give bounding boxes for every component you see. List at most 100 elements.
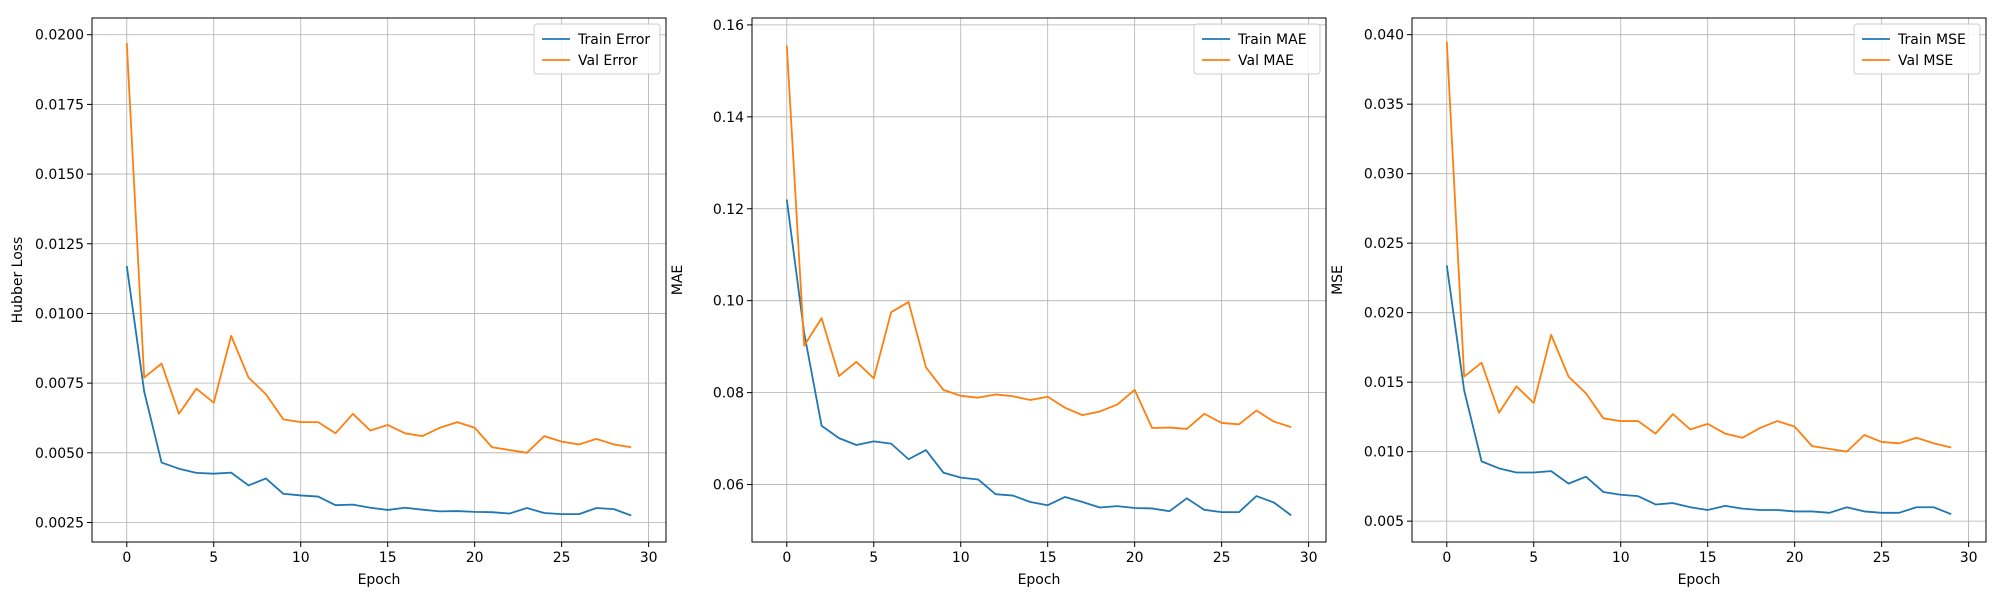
data-point [1290, 426, 1292, 428]
data-point [1602, 417, 1604, 419]
data-point [960, 395, 962, 397]
x-axis-label: Epoch [358, 572, 401, 588]
data-point [925, 449, 927, 451]
data-point [1724, 505, 1726, 507]
data-point [1620, 420, 1622, 422]
data-point [1846, 506, 1848, 508]
x-tick-label: 0 [122, 550, 131, 566]
y-tick-label: 0.12 [713, 202, 744, 218]
legend-label-train: Train MAE [1237, 32, 1307, 48]
legend-box [1853, 23, 1981, 75]
data-point [1898, 442, 1900, 444]
data-point [230, 471, 232, 473]
data-point [1585, 392, 1587, 394]
data-point [247, 376, 249, 378]
data-point [1533, 402, 1535, 404]
y-tick-label: 0.040 [1364, 28, 1404, 44]
x-tick-label: 10 [292, 550, 310, 566]
y-tick-label: 0.030 [1364, 167, 1404, 183]
data-point [1915, 506, 1917, 508]
data-point [1741, 437, 1743, 439]
data-point [265, 393, 267, 395]
data-point [1498, 412, 1500, 414]
y-tick-label: 0.14 [713, 110, 744, 126]
data-point [1064, 407, 1066, 409]
data-point [1759, 509, 1761, 511]
data-point [1029, 399, 1031, 401]
x-axis-label: Epoch [1018, 572, 1061, 588]
x-tick-label: 30 [640, 550, 658, 566]
y-tick-label: 0.025 [1364, 236, 1404, 252]
data-point [473, 511, 475, 513]
data-point [1220, 511, 1222, 513]
data-point [925, 366, 927, 368]
plot-frame [751, 17, 1327, 543]
y-tick-label: 0.06 [713, 478, 744, 494]
data-point [1203, 413, 1205, 415]
data-point [613, 508, 615, 510]
data-point [1793, 425, 1795, 427]
data-point [1602, 491, 1604, 493]
data-point [1672, 413, 1674, 415]
y-axis-label: MAE [670, 265, 686, 296]
data-point [1724, 432, 1726, 434]
data-point [1480, 460, 1482, 462]
series-line-train [125, 265, 632, 517]
data-point [1116, 403, 1118, 405]
data-point [1012, 395, 1014, 397]
data-point [994, 493, 996, 495]
data-point [456, 421, 458, 423]
data-point [1672, 502, 1674, 504]
data-point [1811, 445, 1813, 447]
y-tick-label: 0.08 [713, 386, 744, 402]
data-point [907, 301, 909, 303]
y-tick-label: 0.16 [713, 18, 744, 34]
data-point [1846, 450, 1848, 452]
data-point [1706, 509, 1708, 511]
x-tick-label: 20 [1786, 550, 1804, 566]
data-point [352, 413, 354, 415]
data-point [1585, 475, 1587, 477]
legend-label-val: Val MAE [1238, 53, 1294, 69]
data-point [1029, 501, 1031, 503]
x-tick-label: 0 [1442, 550, 1451, 566]
data-point [1863, 510, 1865, 512]
data-point [178, 467, 180, 469]
data-point [526, 452, 528, 454]
y-tick-label: 0.0100 [35, 306, 84, 322]
y-tick-label: 0.0050 [35, 446, 84, 462]
legend: Train Error Val Error [533, 23, 661, 75]
data-point [595, 507, 597, 509]
data-point [247, 484, 249, 486]
data-point [1012, 494, 1014, 496]
y-tick-label: 0.0150 [35, 167, 84, 183]
data-point [1064, 496, 1066, 498]
series-line-train [785, 199, 1292, 517]
data-point [1515, 385, 1517, 387]
data-point [942, 389, 944, 391]
data-point [630, 514, 632, 516]
x-tick-label: 30 [1300, 550, 1318, 566]
data-point [578, 513, 580, 515]
data-point [369, 429, 371, 431]
x-tick-label: 20 [1126, 550, 1144, 566]
y-tick-label: 0.020 [1364, 306, 1404, 322]
data-point [578, 443, 580, 445]
data-point [1620, 494, 1622, 496]
data-point [1550, 470, 1552, 472]
series-line-val [125, 43, 632, 454]
data-point [907, 458, 909, 460]
data-point [1168, 426, 1170, 428]
x-tick-label: 25 [1873, 550, 1891, 566]
data-point [960, 476, 962, 478]
data-point [421, 508, 423, 510]
data-point [1238, 423, 1240, 425]
data-point [300, 494, 302, 496]
y-tick-label: 0.035 [1364, 97, 1404, 113]
data-point [1654, 432, 1656, 434]
data-point [491, 446, 493, 448]
x-tick-label: 30 [1960, 550, 1978, 566]
x-tick-label: 10 [1612, 550, 1630, 566]
data-point [1273, 501, 1275, 503]
